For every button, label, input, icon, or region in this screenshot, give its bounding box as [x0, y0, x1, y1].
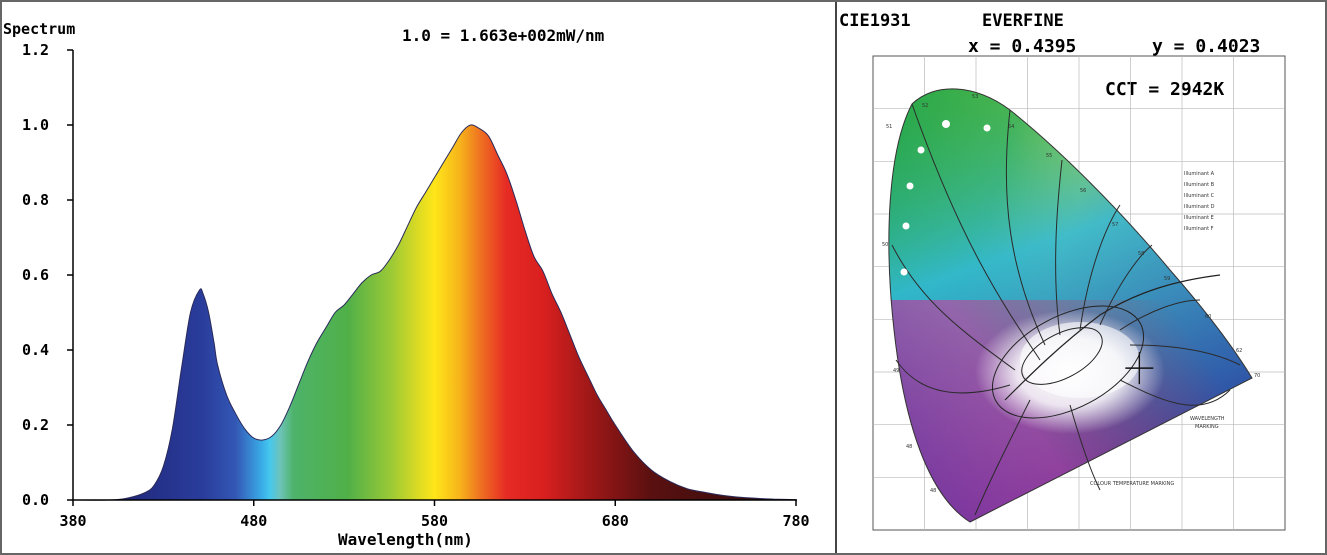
svg-text:54: 54 — [1008, 124, 1014, 130]
spectrum-outline — [72, 124, 797, 501]
locus-markers — [900, 120, 991, 276]
svg-text:55: 55 — [1046, 153, 1052, 159]
svg-text:53: 53 — [972, 94, 978, 100]
svg-text:52: 52 — [922, 103, 928, 109]
cie-minor-labels: 52 53 54 55 56 57 58 59 60 62 70 48 48 49 50 51 Il… — [882, 94, 1260, 494]
svg-text:MARKING: MARKING — [1195, 424, 1219, 430]
planckian-locus — [1004, 274, 1221, 401]
svg-text:Illuminant F: Illuminant F — [1184, 226, 1214, 232]
svg-text:COLOUR TEMPERATURE MARKING: COLOUR TEMPERATURE MARKING — [1090, 481, 1174, 487]
cie-title: CIE1931 — [839, 11, 911, 31]
x-tick-label: 580 — [421, 512, 448, 530]
svg-text:62: 62 — [1236, 348, 1242, 354]
y-tick-label: 1.2 — [22, 41, 49, 59]
svg-text:Illuminant B: Illuminant B — [1184, 182, 1215, 188]
y-tick-label: 1.0 — [22, 116, 49, 134]
cie-cct: CCT = 2942K — [1105, 79, 1224, 100]
spectrum-area — [73, 124, 796, 501]
y-tick-label: 0.8 — [22, 191, 49, 209]
svg-text:56: 56 — [1080, 188, 1086, 194]
x-tick-label: 780 — [782, 512, 809, 530]
svg-text:49: 49 — [893, 368, 899, 374]
cie-chart: CIE1931 EVERFINE x = 0.4395 y = 0.4023 C… — [839, 11, 1286, 531]
spectrum-chart: 0.0 0.2 0.4 0.6 0.8 1.0 1.2 380 480 580 680 780 Sp… — [3, 20, 810, 549]
svg-text:57: 57 — [1112, 222, 1118, 228]
y-tick-label: 0.6 — [22, 266, 49, 284]
chromaticity-point — [1125, 352, 1154, 385]
svg-text:48: 48 — [930, 488, 936, 494]
purity-ellipse-outer — [991, 305, 1145, 419]
svg-text:Illuminant C: Illuminant C — [1184, 193, 1215, 199]
svg-text:51: 51 — [886, 124, 892, 130]
cie-x-coordinate: x = 0.4395 — [968, 36, 1076, 57]
svg-text:48: 48 — [906, 444, 912, 450]
svg-text:Illuminant D: Illuminant D — [1184, 204, 1215, 210]
svg-text:50: 50 — [882, 242, 888, 248]
purity-ellipse-inner — [1021, 327, 1103, 385]
spectral-locus — [888, 88, 1253, 523]
cie-y-coordinate: y = 0.4023 — [1152, 36, 1260, 57]
hue-region-lines — [891, 103, 1241, 516]
y-tick-label: 0.2 — [22, 416, 49, 434]
svg-text:WAVELENGTH: WAVELENGTH — [1190, 416, 1225, 422]
svg-text:Illuminant E: Illuminant E — [1184, 215, 1214, 221]
y-axis-label: Spectrum — [3, 20, 75, 38]
y-tick-label: 0.0 — [22, 491, 49, 509]
x-tick-label: 480 — [240, 512, 267, 530]
cie-brand: EVERFINE — [982, 11, 1064, 31]
x-tick-label: 380 — [59, 512, 86, 530]
svg-text:Illuminant A: Illuminant A — [1184, 171, 1215, 177]
y-tick-label: 0.4 — [22, 341, 49, 359]
svg-text:59: 59 — [1164, 276, 1170, 282]
x-ticks: 380 480 580 680 780 — [59, 500, 810, 530]
svg-text:70: 70 — [1254, 373, 1260, 379]
cie-gamut — [888, 88, 1252, 522]
svg-text:60: 60 — [1205, 314, 1211, 320]
y-ticks: 0.0 0.2 0.4 0.6 0.8 1.0 1.2 — [22, 41, 73, 509]
svg-text:58: 58 — [1138, 251, 1144, 257]
x-tick-label: 680 — [602, 512, 629, 530]
x-axis-label: Wavelength(nm) — [338, 530, 473, 549]
scale-annotation: 1.0 = 1.663e+002mW/nm — [402, 26, 605, 45]
